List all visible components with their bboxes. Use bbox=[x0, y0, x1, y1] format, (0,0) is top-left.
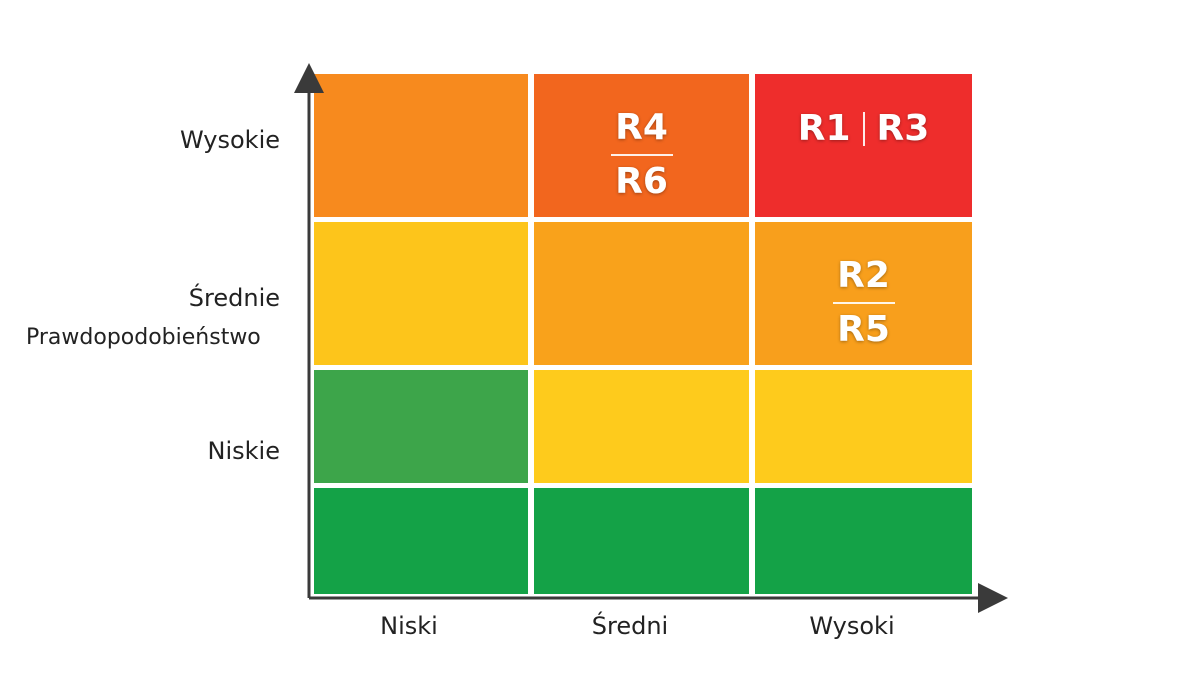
risk-id-r2: R2 bbox=[837, 255, 890, 296]
separator bbox=[832, 302, 895, 304]
risk-label-group: R1 R3 bbox=[755, 111, 972, 147]
risk-id-r5: R5 bbox=[837, 308, 890, 350]
y-tick-label-srednie: Średnie bbox=[188, 284, 280, 312]
separator bbox=[862, 112, 865, 146]
risk-label-group: R2 R5 bbox=[755, 258, 972, 348]
x-tick-label-wysoki: Wysoki bbox=[809, 612, 895, 640]
cell-medium-medium bbox=[534, 222, 749, 365]
x-tick-label-sredni: Średni bbox=[591, 612, 669, 640]
cell-high-medium bbox=[534, 74, 749, 217]
cell-low-medium bbox=[534, 370, 749, 483]
risk-label-group: R4 R6 bbox=[534, 110, 749, 200]
risk-id-r6: R6 bbox=[615, 160, 668, 202]
cell-low-high bbox=[755, 370, 972, 483]
cell-medium-low bbox=[314, 222, 528, 365]
risk-id-r4: R4 bbox=[615, 107, 668, 148]
cell-low-low bbox=[314, 370, 528, 483]
cell-very-low-high bbox=[755, 488, 972, 594]
risk-id-r3: R3 bbox=[876, 108, 930, 149]
separator bbox=[610, 154, 673, 156]
cell-very-low-medium bbox=[534, 488, 749, 594]
y-tick-label-wysokie: Wysokie bbox=[179, 126, 280, 154]
cell-high-low bbox=[314, 74, 528, 217]
y-tick-label-niskie: Niskie bbox=[207, 437, 280, 465]
y-axis-title: Prawdopodobieństwo bbox=[26, 325, 261, 350]
risk-id-r1: R1 bbox=[797, 108, 851, 149]
x-tick-label-niski: Niski bbox=[380, 612, 438, 640]
cell-medium-high bbox=[755, 222, 972, 365]
cell-very-low-low bbox=[314, 488, 528, 594]
